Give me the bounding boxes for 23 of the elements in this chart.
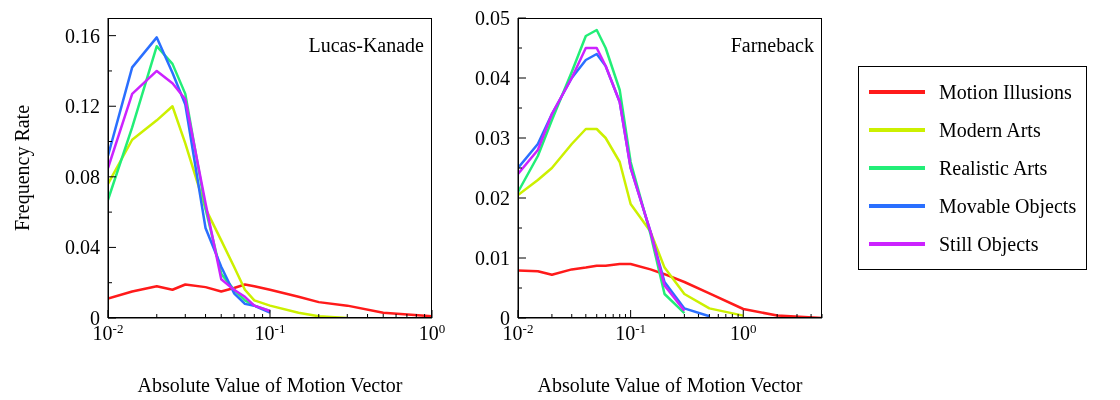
x-tick-label: 10$^{0}$ <box>730 320 757 344</box>
x-axis-title: Absolute Value of Motion Vector <box>537 374 803 396</box>
text: Lucas-Kanade <box>308 34 424 57</box>
x-axis-title: Absolute Value of Motion Vector <box>137 374 403 396</box>
x-tick-label: 10$^{-1}$ <box>254 320 286 344</box>
y-tick-label: 0.08 <box>65 165 100 188</box>
legend-label: Modern Arts <box>939 118 1041 142</box>
text: Farneback <box>730 34 814 57</box>
y-tick-label: 0.01 <box>475 247 510 269</box>
x-tick-label: 10$^{-1}$ <box>615 320 647 344</box>
y-tick-label: 0.04 <box>475 67 510 89</box>
y-tick-label: 0.12 <box>65 95 100 118</box>
y-tick-label: 0.16 <box>65 24 100 47</box>
legend-label: Still Objects <box>939 232 1039 256</box>
y-tick-label: 0.05 <box>475 7 510 29</box>
legend-label: Motion Illusions <box>939 80 1072 104</box>
y-tick-label: 0.03 <box>475 127 510 149</box>
y-axis-title: Frequency Rate <box>11 104 35 232</box>
x-tick-label: 10$^{0}$ <box>418 320 446 344</box>
legend-label: Realistic Arts <box>939 156 1048 180</box>
legend-label: Movable Objects <box>939 194 1077 218</box>
y-tick-label: 0.02 <box>475 187 510 209</box>
y-tick-label: 0.04 <box>65 236 100 259</box>
